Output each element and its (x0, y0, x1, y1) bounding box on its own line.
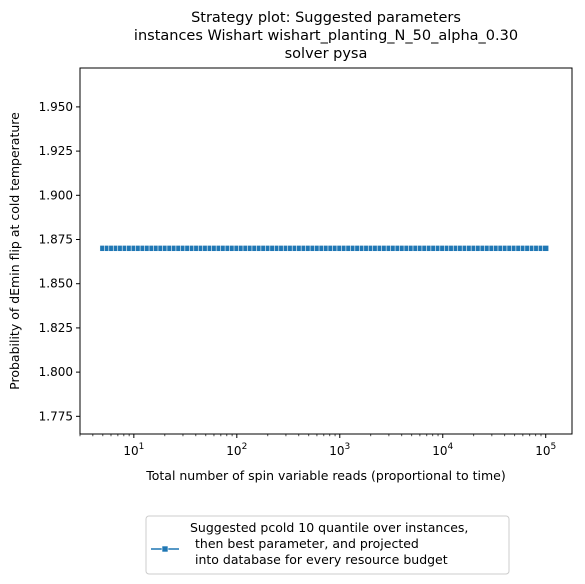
data-point-marker (542, 245, 550, 252)
chart-title: Strategy plot: Suggested parameters insta… (134, 10, 518, 62)
y-tick-label: 1.825 (39, 321, 73, 335)
y-tick-label: 1.850 (39, 277, 73, 291)
x-axis: 101 102 103 104 105 Total number of spin vari… (79, 434, 556, 483)
x-tick-label: 102 (226, 442, 247, 458)
y-tick-label: 1.900 (39, 188, 73, 202)
y-tick-label: 1.775 (39, 409, 73, 423)
y-tick-label: 1.925 (39, 144, 73, 158)
x-axis-label: Total number of spin variable reads (pro… (145, 468, 506, 483)
series-suggested-pcold (99, 245, 550, 252)
y-tick-label: 1.950 (39, 100, 73, 114)
y-axis: 1.775 1.800 1.825 1.850 1.875 1.900 1.925 1.950… (7, 100, 80, 423)
plot-frame (79, 67, 573, 435)
x-tick-label: 101 (123, 442, 144, 458)
title-line-3: solver pysa (285, 46, 368, 62)
y-tick-label: 1.875 (39, 233, 73, 247)
x-tick-label: 104 (432, 442, 453, 458)
legend-box (145, 515, 510, 575)
x-tick-label: 103 (329, 442, 350, 458)
y-axis-label: Probability of dEmin flip at cold temper… (7, 112, 22, 390)
y-tick-label: 1.800 (39, 365, 73, 379)
plot-area (79, 67, 573, 435)
x-tick-label: 105 (535, 442, 556, 458)
legend: Suggested pcold 10 quantile over instanc… (145, 515, 510, 575)
legend-marker (161, 545, 169, 553)
legend-label: Suggested pcold 10 quantile over instanc… (190, 520, 468, 567)
title-line-1: Strategy plot: Suggested parameters (191, 10, 461, 26)
title-line-2: instances Wishart wishart_planting_N_50_… (134, 28, 518, 44)
